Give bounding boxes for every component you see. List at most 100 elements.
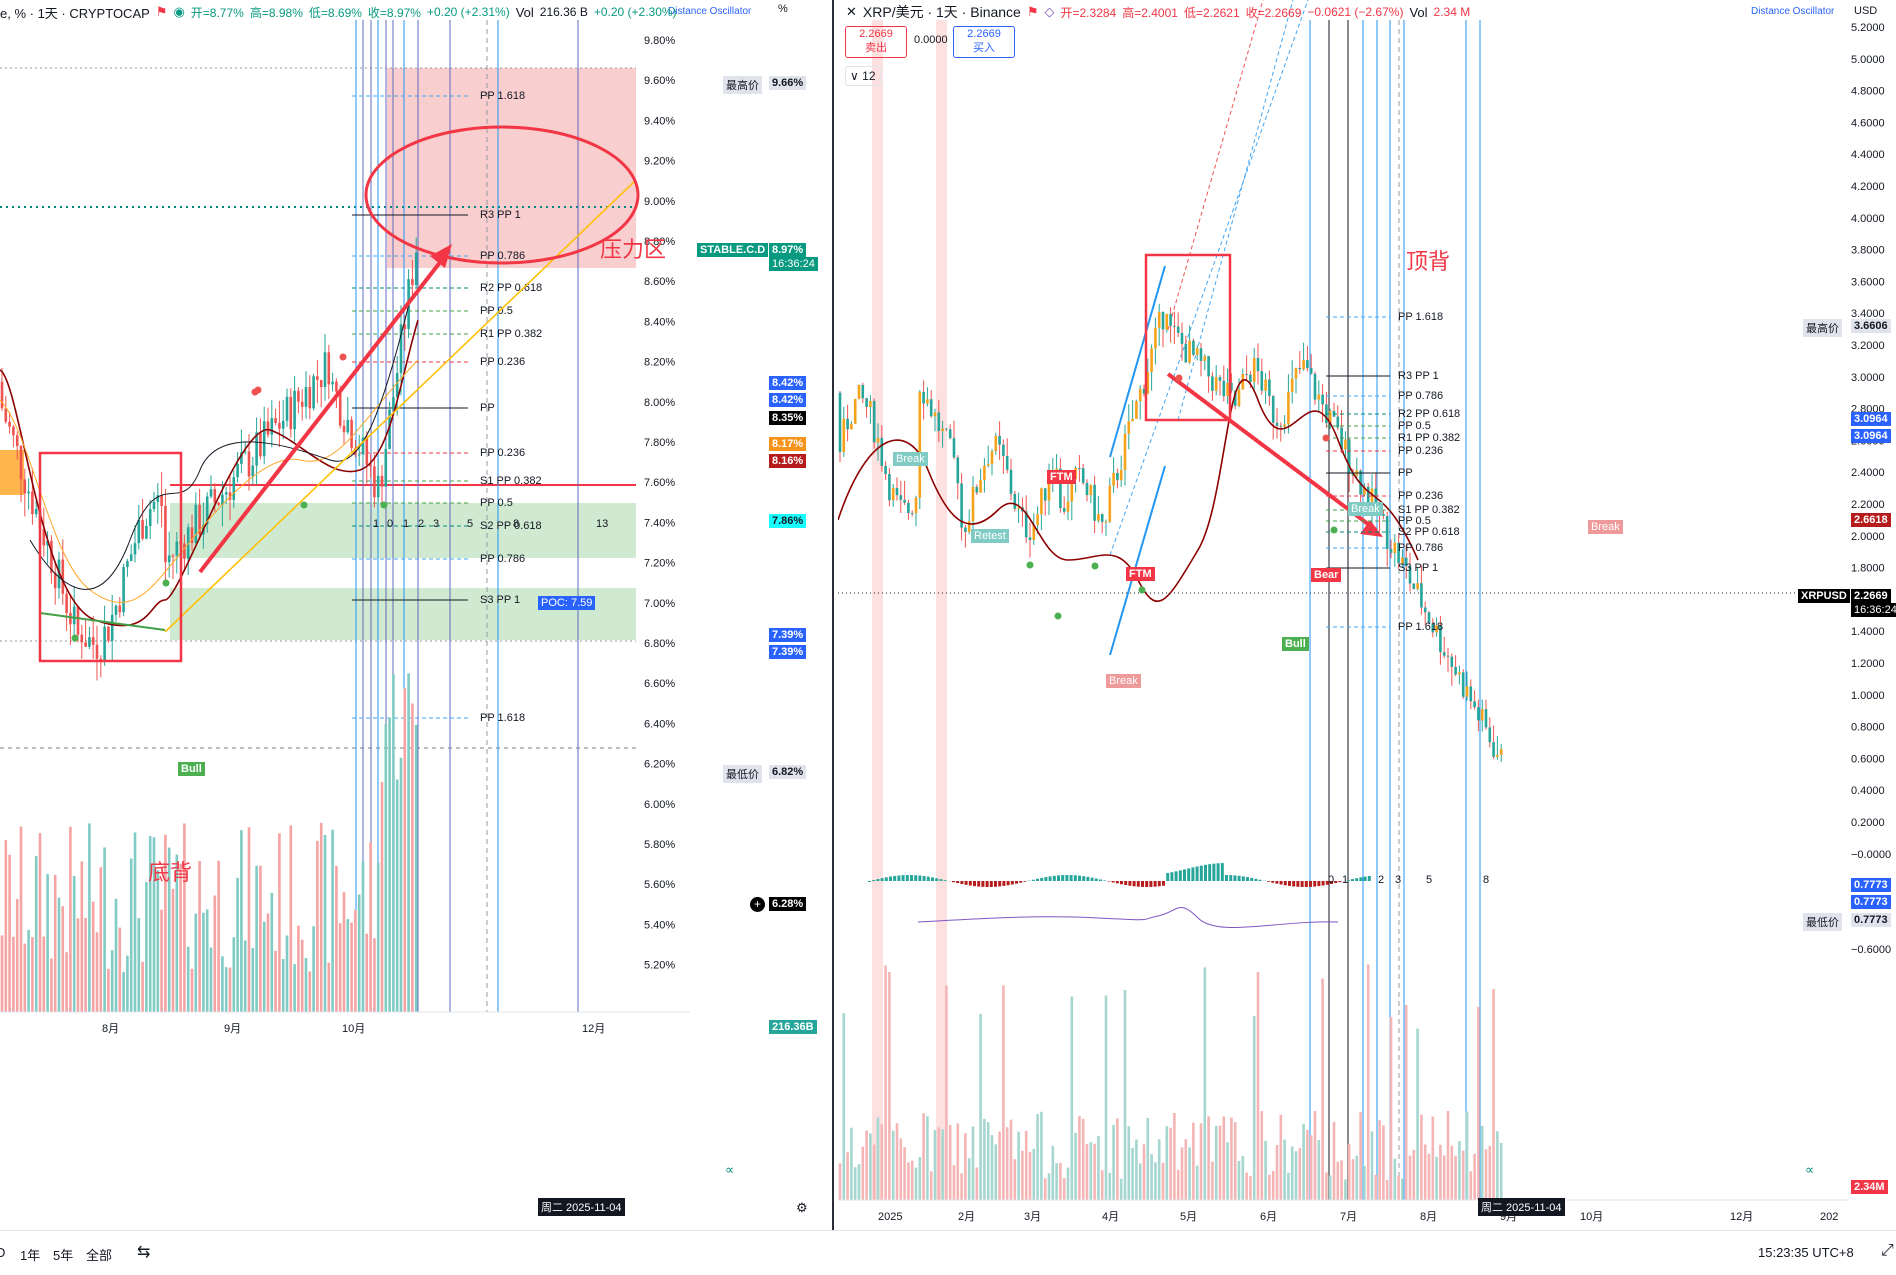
- add-alert-icon[interactable]: +: [750, 897, 765, 912]
- macd-bar: [1241, 876, 1245, 881]
- volume-bar: [1036, 1113, 1039, 1200]
- volume-bar: [1355, 1155, 1359, 1200]
- sell-button[interactable]: 2.2669 卖出: [845, 26, 907, 58]
- volume-bar: [1325, 1172, 1328, 1200]
- flag-icon[interactable]: ⚑: [1026, 4, 1039, 19]
- candle-body: [1066, 501, 1070, 512]
- macd-bar: [1086, 876, 1090, 881]
- candle-body: [986, 464, 990, 466]
- candle-body: [869, 401, 872, 407]
- y-tick-label: −0.6000: [1851, 944, 1891, 956]
- volume-bar: [1051, 1145, 1055, 1200]
- candle-body: [316, 376, 319, 380]
- macd-bar: [1052, 875, 1056, 881]
- ftm-tag-2: FTM: [1126, 567, 1155, 581]
- candle-body: [365, 437, 369, 465]
- right-symbol-title[interactable]: XRP/美元 · 1天 · Binance: [862, 4, 1021, 20]
- volume-bar: [853, 1167, 857, 1200]
- left-osc-name: Distance Oscillator: [668, 6, 752, 17]
- volume-bar: [1074, 1132, 1077, 1200]
- volume-bar: [80, 861, 84, 1012]
- settings-gear-icon[interactable]: ⚙: [796, 1200, 808, 1215]
- volume-bar: [1465, 1111, 1469, 1200]
- range-cut[interactable]: D: [0, 1245, 6, 1260]
- right-vol-badge: 2.34M: [1851, 1180, 1888, 1194]
- volume-bar: [1306, 1129, 1309, 1200]
- volume-bar: [895, 1123, 899, 1200]
- candle-body: [281, 420, 285, 429]
- volume-bar: [1233, 1122, 1237, 1200]
- fib-number: 3: [433, 518, 439, 530]
- candle-body: [122, 567, 125, 613]
- volume-bar: [190, 968, 194, 1012]
- volume-bar: [205, 909, 209, 1012]
- right-chart-pane[interactable]: PP 1.618 R3 PP 1 PP 0.786 R2 PP 0.618 PP 0.5…: [838, 0, 1896, 1230]
- candle-body: [331, 381, 334, 385]
- share-icon[interactable]: ◇: [1044, 4, 1055, 19]
- candle-body: [1093, 484, 1096, 521]
- macd-bar: [1078, 875, 1081, 881]
- volume-bar: [1032, 1148, 1036, 1200]
- x-tick-label: 12月: [1730, 1211, 1753, 1223]
- candle-body: [1454, 666, 1457, 675]
- buy-button[interactable]: 2.2669 买入: [953, 26, 1015, 58]
- date-range-icon[interactable]: ⇆: [137, 1244, 151, 1261]
- right-legend: ✕ XRP/美元 · 1天 · Binance ⚑ ◇ 开=2.3284 高=2…: [846, 2, 1470, 22]
- candle-body: [262, 421, 266, 457]
- fullscreen-icon[interactable]: ⤢: [1881, 1242, 1894, 1259]
- volume-bar: [380, 781, 384, 1012]
- left-price-8: 7.39%: [769, 645, 807, 659]
- candle-body: [1344, 439, 1347, 450]
- volume-bar: [1188, 1147, 1191, 1200]
- volume-bar: [76, 918, 80, 1012]
- volume-bar: [1385, 1179, 1389, 1200]
- clock-time[interactable]: 15:23:35 UTC+8: [1758, 1245, 1854, 1260]
- x-tick-label: 9月: [224, 1023, 241, 1035]
- x-tick-label: 2025: [878, 1211, 902, 1223]
- volume-bar: [967, 1158, 971, 1200]
- interval-dropdown[interactable]: ∨ 12: [845, 66, 881, 86]
- fib-number: 13: [596, 518, 608, 530]
- fib-number: 1: [1342, 874, 1348, 886]
- candle-body: [1100, 514, 1104, 522]
- pivot-label: S1 PP 0.382: [480, 475, 542, 487]
- left-symbol-title[interactable]: e, % · 1天 · CRYPTOCAP: [0, 5, 150, 21]
- candle-body: [335, 381, 338, 392]
- candle-body: [224, 492, 228, 495]
- left-vol-label: Vol: [515, 4, 534, 20]
- pressure-zone-label: 压力区: [600, 237, 667, 262]
- macd-bar: [918, 875, 922, 881]
- left-chart-pane[interactable]: PP 1.618 R3 PP 1 PP 0.786 R2 PP 0.618 PP 0.5…: [0, 0, 834, 1230]
- candle-body: [205, 496, 209, 525]
- candle-body: [1366, 486, 1370, 507]
- y-tick-label: −0.0000: [1851, 849, 1891, 861]
- candle-body: [1336, 416, 1340, 428]
- left-change: +0.20 (+2.31%): [426, 5, 510, 19]
- candle-body: [217, 502, 220, 505]
- volume-bar: [84, 918, 87, 1012]
- volume-bar: [38, 833, 42, 1012]
- range-5y[interactable]: 5年: [53, 1248, 74, 1263]
- volume-bar: [148, 836, 152, 1012]
- volume-bar: [262, 921, 266, 1012]
- flag-icon[interactable]: ⚑: [155, 4, 168, 19]
- macd-bar: [1275, 881, 1279, 884]
- volume-bar: [335, 865, 338, 1012]
- range-all[interactable]: 全部: [86, 1248, 113, 1263]
- candle-body: [1146, 371, 1150, 394]
- volume-bar: [350, 922, 353, 1012]
- macd-bar: [905, 875, 909, 881]
- volume-bar: [388, 717, 391, 1012]
- volume-bar: [926, 1116, 929, 1200]
- x-tick-label: 7月: [1340, 1211, 1357, 1223]
- candle-body: [1393, 542, 1397, 553]
- candle-body: [129, 554, 133, 562]
- volume-bar: [888, 971, 891, 1200]
- candle-body: [1477, 707, 1480, 721]
- left-chart-canvas[interactable]: PP 1.618 R3 PP 1 PP 0.786 R2 PP 0.618 PP 0.5…: [0, 0, 834, 1230]
- left-price-5: 8.16%: [769, 454, 807, 468]
- candle-body: [1233, 390, 1237, 406]
- range-1y[interactable]: 1年: [20, 1248, 41, 1263]
- macd-bar: [1023, 881, 1027, 882]
